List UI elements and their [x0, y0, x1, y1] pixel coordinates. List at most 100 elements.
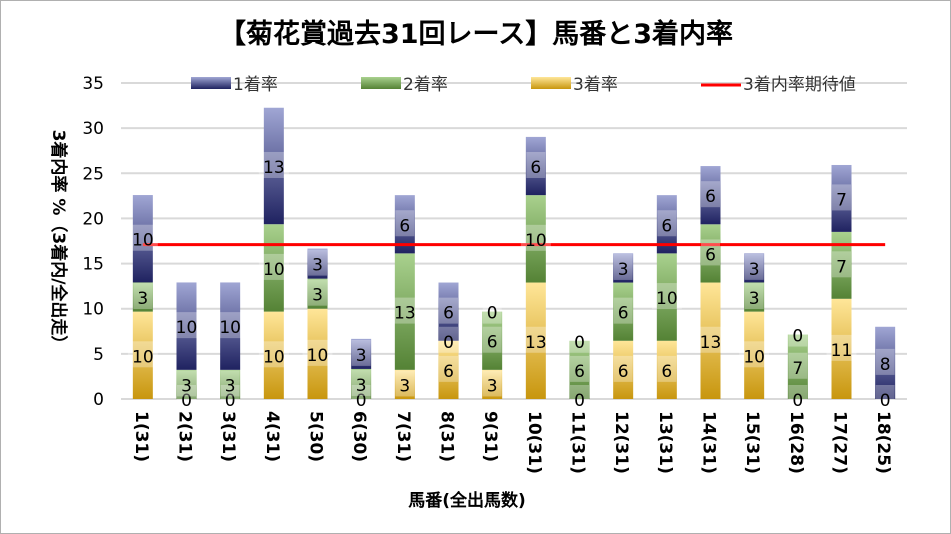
- data-label: 10: [656, 289, 678, 309]
- bar-segment-1着率: [525, 136, 546, 196]
- bar-segment-2着率: [569, 340, 590, 399]
- data-label: 10: [743, 347, 765, 367]
- data-label-bg: [613, 253, 633, 280]
- bar-segment-2着率: [656, 253, 677, 341]
- data-label-bg: [258, 253, 289, 280]
- data-label-bg: [651, 283, 682, 310]
- x-tick-label: 15(31): [742, 411, 762, 474]
- data-label: 13: [525, 333, 547, 353]
- chart-title: 【菊花賞過去31回レース】馬番と3着内率: [219, 18, 733, 50]
- bar-segment-2着率: [351, 368, 372, 399]
- data-label: 3: [356, 376, 367, 396]
- data-label: 0: [574, 391, 585, 411]
- data-label: 10: [525, 231, 547, 251]
- data-label-bg: [744, 283, 764, 310]
- bar-segment-2着率: [787, 334, 808, 399]
- data-label-bg: [482, 370, 502, 397]
- bar-segment-1着率: [394, 195, 415, 254]
- data-label-bg: [739, 341, 770, 368]
- x-tick-label: 2(31): [175, 411, 195, 462]
- bar-segment-2着率: [394, 253, 415, 370]
- legend-swatch: [531, 77, 571, 89]
- bar-segment-1着率: [132, 195, 153, 283]
- bar-segment-2着率: [482, 311, 503, 370]
- data-label-bg: [613, 297, 633, 324]
- data-label: 0: [225, 391, 236, 411]
- x-tick-label: 17(27): [830, 411, 850, 474]
- data-label-bg: [520, 326, 551, 353]
- data-label: 10: [307, 346, 329, 366]
- y-tick-label: 25: [82, 164, 104, 184]
- data-label-bg: [526, 152, 546, 179]
- data-label: 7: [836, 190, 847, 210]
- x-tick-label: 3(31): [218, 411, 238, 462]
- data-label-bg: [482, 326, 502, 353]
- data-label-bg: [258, 151, 289, 178]
- data-label-bg: [570, 326, 589, 353]
- data-label-bg: [744, 253, 764, 280]
- y-axis-label: 3着内率 %（3着内/全出走）: [48, 130, 69, 353]
- bar-segment-3着率: [700, 282, 721, 399]
- data-label: 10: [176, 318, 198, 338]
- data-label-bg: [788, 385, 808, 411]
- bar-segment-1着率: [220, 282, 241, 370]
- data-label-bg: [308, 279, 327, 306]
- data-label-bg: [258, 341, 289, 368]
- data-label: 0: [181, 391, 192, 411]
- y-tick-label: 5: [93, 345, 104, 365]
- data-label-bg: [701, 181, 720, 208]
- data-label: 3: [137, 289, 148, 309]
- bar-segment-1着率: [307, 248, 328, 279]
- data-label: 6: [661, 362, 672, 382]
- x-tick-label: 14(31): [699, 411, 719, 474]
- bar-segment-1着率: [176, 282, 197, 370]
- data-label: 0: [792, 327, 803, 347]
- data-label-bg: [439, 355, 458, 382]
- x-tick-label: 6(30): [349, 411, 369, 462]
- x-tick-label: 11(31): [568, 411, 588, 474]
- data-label: 11: [831, 341, 853, 361]
- data-label: 10: [132, 347, 154, 367]
- data-label: 10: [219, 318, 241, 338]
- bar-segment-3着率: [307, 308, 328, 399]
- bar-segment-2着率: [132, 282, 153, 312]
- data-label: 13: [263, 158, 285, 178]
- bar-segment-1着率: [831, 164, 852, 232]
- x-axis-label: 馬番(全出馬数): [408, 490, 526, 511]
- data-label-bg: [613, 355, 633, 382]
- bar-segment-2着率: [700, 224, 721, 283]
- y-tick-label: 10: [82, 300, 104, 320]
- data-label: 6: [487, 333, 498, 353]
- data-label-bg: [832, 184, 851, 211]
- bar-segment-3着率: [394, 369, 415, 399]
- data-label: 0: [443, 333, 454, 353]
- data-label-bg: [832, 251, 851, 278]
- data-label: 3: [618, 260, 629, 280]
- bar-segment-3着率: [132, 311, 153, 399]
- data-label: 3: [181, 376, 192, 396]
- data-label: 8: [880, 355, 891, 375]
- data-label-bg: [439, 326, 458, 353]
- data-label-bg: [220, 370, 240, 397]
- x-tick-label: 1(31): [131, 411, 151, 462]
- data-label-bg: [351, 369, 371, 396]
- data-label-bg: [133, 283, 153, 310]
- x-tick-label: 10(31): [524, 411, 544, 474]
- data-label: 3: [356, 346, 367, 366]
- x-tick-label: 8(31): [437, 411, 457, 462]
- y-tick-label: 35: [82, 74, 104, 94]
- data-label: 6: [705, 245, 716, 265]
- data-label: 0: [880, 391, 891, 411]
- bar-segment-2着率: [613, 282, 634, 341]
- bar-segment-2着率: [220, 369, 241, 399]
- data-label-bg: [520, 224, 551, 251]
- data-label-bg: [302, 339, 333, 366]
- bar-segment-2着率: [744, 282, 765, 312]
- data-label-bg: [482, 297, 502, 324]
- data-label: 0: [356, 391, 367, 411]
- data-label-bg: [875, 385, 895, 411]
- data-label: 6: [399, 216, 410, 236]
- bar-segment-3着率: [438, 340, 459, 399]
- data-label: 10: [263, 260, 285, 280]
